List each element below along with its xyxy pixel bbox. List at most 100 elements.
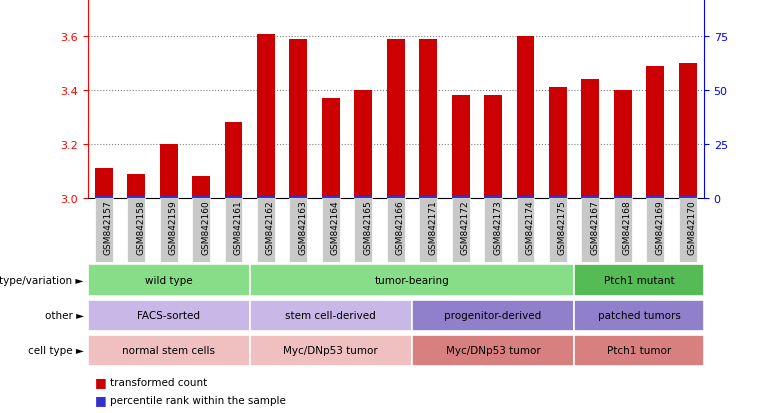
Bar [387, 196, 405, 198]
Text: GSM842164: GSM842164 [331, 200, 340, 255]
FancyBboxPatch shape [95, 198, 113, 262]
Bar [224, 123, 243, 198]
FancyBboxPatch shape [574, 300, 704, 331]
Text: GSM842162: GSM842162 [266, 200, 275, 255]
FancyBboxPatch shape [679, 198, 696, 262]
Bar [581, 80, 600, 198]
FancyBboxPatch shape [160, 198, 177, 262]
Bar [95, 196, 113, 198]
Text: normal stem cells: normal stem cells [122, 346, 215, 356]
FancyBboxPatch shape [412, 300, 574, 331]
Text: GSM842160: GSM842160 [201, 200, 210, 255]
FancyBboxPatch shape [88, 265, 250, 296]
Text: GSM842174: GSM842174 [526, 200, 534, 255]
Bar [419, 40, 437, 198]
FancyBboxPatch shape [224, 198, 243, 262]
Bar [679, 196, 696, 198]
FancyBboxPatch shape [419, 198, 437, 262]
Bar [322, 196, 339, 198]
Bar [322, 99, 339, 198]
FancyBboxPatch shape [412, 335, 574, 366]
Bar [127, 174, 145, 198]
Text: GSM842173: GSM842173 [493, 200, 502, 255]
Bar [224, 197, 243, 198]
FancyBboxPatch shape [322, 198, 339, 262]
Bar [95, 169, 113, 198]
Bar [127, 197, 145, 198]
Text: FACS-sorted: FACS-sorted [137, 311, 200, 320]
FancyBboxPatch shape [517, 198, 534, 262]
Text: Myc/DNp53 tumor: Myc/DNp53 tumor [446, 346, 540, 356]
Bar [452, 96, 470, 198]
FancyBboxPatch shape [192, 198, 210, 262]
Text: ■: ■ [95, 393, 107, 406]
Text: Ptch1 mutant: Ptch1 mutant [603, 275, 674, 285]
Bar [679, 64, 696, 198]
Text: wild type: wild type [145, 275, 193, 285]
FancyBboxPatch shape [452, 198, 470, 262]
FancyBboxPatch shape [387, 198, 405, 262]
FancyBboxPatch shape [257, 198, 275, 262]
Text: other ►: other ► [45, 311, 84, 320]
FancyBboxPatch shape [250, 335, 412, 366]
Bar [257, 35, 275, 198]
Bar [646, 196, 664, 198]
FancyBboxPatch shape [574, 335, 704, 366]
Text: GSM842170: GSM842170 [688, 200, 697, 255]
Text: GSM842161: GSM842161 [234, 200, 243, 255]
Bar [257, 196, 275, 198]
Text: Myc/DNp53 tumor: Myc/DNp53 tumor [283, 346, 378, 356]
Text: GSM842163: GSM842163 [298, 200, 307, 255]
Bar [549, 197, 567, 198]
FancyBboxPatch shape [289, 198, 307, 262]
FancyBboxPatch shape [88, 335, 250, 366]
Text: GSM842166: GSM842166 [396, 200, 405, 255]
Text: cell type ►: cell type ► [28, 346, 84, 356]
Text: genotype/variation ►: genotype/variation ► [0, 275, 84, 285]
Bar [192, 197, 210, 198]
Text: GSM842175: GSM842175 [558, 200, 567, 255]
Text: progenitor-derived: progenitor-derived [444, 311, 542, 320]
Text: stem cell-derived: stem cell-derived [285, 311, 376, 320]
Bar [549, 88, 567, 198]
FancyBboxPatch shape [250, 300, 412, 331]
Text: GSM842168: GSM842168 [622, 200, 632, 255]
Bar [387, 40, 405, 198]
Bar [517, 37, 534, 198]
Text: GSM842157: GSM842157 [103, 200, 113, 255]
Bar [160, 196, 177, 198]
Bar [614, 91, 632, 198]
Text: GSM842165: GSM842165 [363, 200, 372, 255]
Text: GSM842169: GSM842169 [655, 200, 664, 255]
Bar [452, 196, 470, 198]
Bar [581, 196, 600, 198]
Text: GSM842172: GSM842172 [460, 200, 470, 255]
Text: transformed count: transformed count [110, 377, 208, 387]
Bar [192, 177, 210, 198]
Bar [289, 40, 307, 198]
FancyBboxPatch shape [484, 198, 502, 262]
Text: GSM842167: GSM842167 [591, 200, 600, 255]
FancyBboxPatch shape [88, 300, 250, 331]
FancyBboxPatch shape [646, 198, 664, 262]
Bar [517, 196, 534, 198]
Text: ■: ■ [95, 375, 107, 389]
FancyBboxPatch shape [127, 198, 145, 262]
Text: GSM842171: GSM842171 [428, 200, 437, 255]
Bar [484, 96, 502, 198]
FancyBboxPatch shape [581, 198, 600, 262]
FancyBboxPatch shape [614, 198, 632, 262]
FancyBboxPatch shape [574, 265, 704, 296]
Bar [614, 197, 632, 198]
Text: tumor-bearing: tumor-bearing [374, 275, 449, 285]
Text: Ptch1 tumor: Ptch1 tumor [607, 346, 671, 356]
FancyBboxPatch shape [355, 198, 372, 262]
Bar [289, 196, 307, 198]
Bar [484, 197, 502, 198]
Bar [160, 145, 177, 198]
Text: GSM842159: GSM842159 [169, 200, 177, 255]
Text: GSM842158: GSM842158 [136, 200, 145, 255]
Bar [355, 91, 372, 198]
FancyBboxPatch shape [549, 198, 567, 262]
Bar [355, 196, 372, 198]
